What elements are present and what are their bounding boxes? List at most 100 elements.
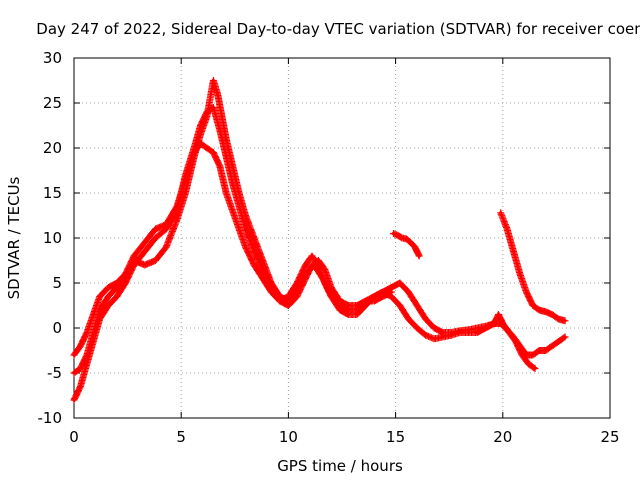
data-point [164, 222, 168, 227]
data-point [372, 299, 376, 303]
data-point [85, 353, 89, 357]
data-point [415, 326, 419, 330]
data-point [514, 339, 518, 344]
x-axis-label: GPS time / hours [277, 457, 403, 475]
data-point [224, 155, 228, 159]
data-point [537, 348, 541, 353]
data-point [237, 204, 241, 209]
data-point [544, 348, 548, 353]
y-tick-label: 10 [43, 229, 62, 247]
x-tick-label: 10 [279, 428, 298, 446]
data-point [205, 114, 209, 119]
data-point [507, 330, 511, 335]
data-point [78, 344, 83, 348]
data-point [231, 209, 235, 213]
data-point [524, 290, 528, 294]
data-point [550, 344, 554, 348]
x-tick-label: 20 [493, 428, 512, 446]
data-point [175, 204, 179, 209]
data-point [231, 182, 235, 186]
data-point [556, 339, 561, 344]
data-point [143, 249, 147, 254]
data-point [404, 237, 408, 241]
data-point [550, 312, 554, 317]
data-point [211, 150, 215, 155]
x-tick-label: 5 [176, 428, 186, 446]
data-point [363, 299, 368, 303]
y-tick-label: -5 [47, 364, 62, 382]
data-point [563, 319, 567, 323]
data-series [70, 77, 569, 404]
data-point [98, 294, 102, 299]
data-point [132, 254, 136, 258]
data-point [424, 333, 428, 337]
data-point [413, 245, 417, 249]
data-point [312, 263, 316, 267]
data-point [424, 317, 428, 321]
data-point [211, 105, 215, 110]
data-point [432, 337, 436, 341]
data-point [106, 285, 110, 290]
data-point [389, 285, 393, 290]
data-point [556, 317, 561, 321]
data-point [261, 258, 265, 263]
data-point [243, 227, 248, 231]
data-point [211, 78, 215, 83]
data-point [526, 362, 531, 366]
data-point [78, 366, 83, 371]
data-point [143, 263, 147, 267]
data-point [441, 330, 445, 335]
data-point [415, 303, 419, 308]
data-point [501, 321, 505, 326]
grid-lines [74, 58, 610, 418]
data-point [98, 308, 102, 312]
data-point [198, 132, 203, 137]
data-point [406, 290, 411, 294]
data-point [406, 317, 411, 321]
data-point [346, 312, 351, 317]
data-point [409, 240, 413, 245]
y-tick-label: 25 [43, 94, 62, 112]
y-tick-label: 0 [52, 319, 62, 337]
data-point [505, 227, 509, 231]
data-point [355, 308, 359, 312]
data-point [492, 321, 496, 326]
data-point [218, 164, 222, 168]
data-point [243, 245, 248, 249]
data-point [400, 236, 404, 240]
series-track-5 [497, 209, 569, 325]
data-point [310, 254, 314, 258]
data-point [115, 285, 119, 290]
data-point [153, 258, 158, 263]
x-tick-label: 0 [69, 428, 79, 446]
x-tick-label: 15 [386, 428, 405, 446]
data-point [237, 227, 241, 231]
data-point [531, 353, 535, 357]
data-point [261, 276, 265, 281]
data-point [115, 294, 119, 299]
data-point [531, 303, 535, 308]
data-point [78, 384, 83, 389]
series-track-2 [70, 140, 539, 372]
data-point [295, 290, 299, 294]
data-point [224, 137, 228, 141]
series-track-4 [390, 230, 423, 260]
data-point [537, 308, 541, 312]
data-point [338, 303, 342, 308]
data-point [520, 353, 524, 357]
data-point [91, 312, 95, 317]
data-point [269, 281, 273, 285]
data-point [321, 276, 325, 281]
data-point [106, 294, 110, 299]
data-point [216, 92, 220, 96]
data-point [252, 249, 256, 254]
data-point [72, 371, 76, 375]
data-point [252, 236, 256, 240]
y-axis-label: SDTVAR / TECUs [5, 176, 23, 299]
data-point [286, 303, 290, 308]
data-point [398, 281, 402, 285]
y-tick-label: -10 [38, 409, 63, 427]
data-point [192, 155, 196, 159]
data-point [243, 213, 248, 218]
